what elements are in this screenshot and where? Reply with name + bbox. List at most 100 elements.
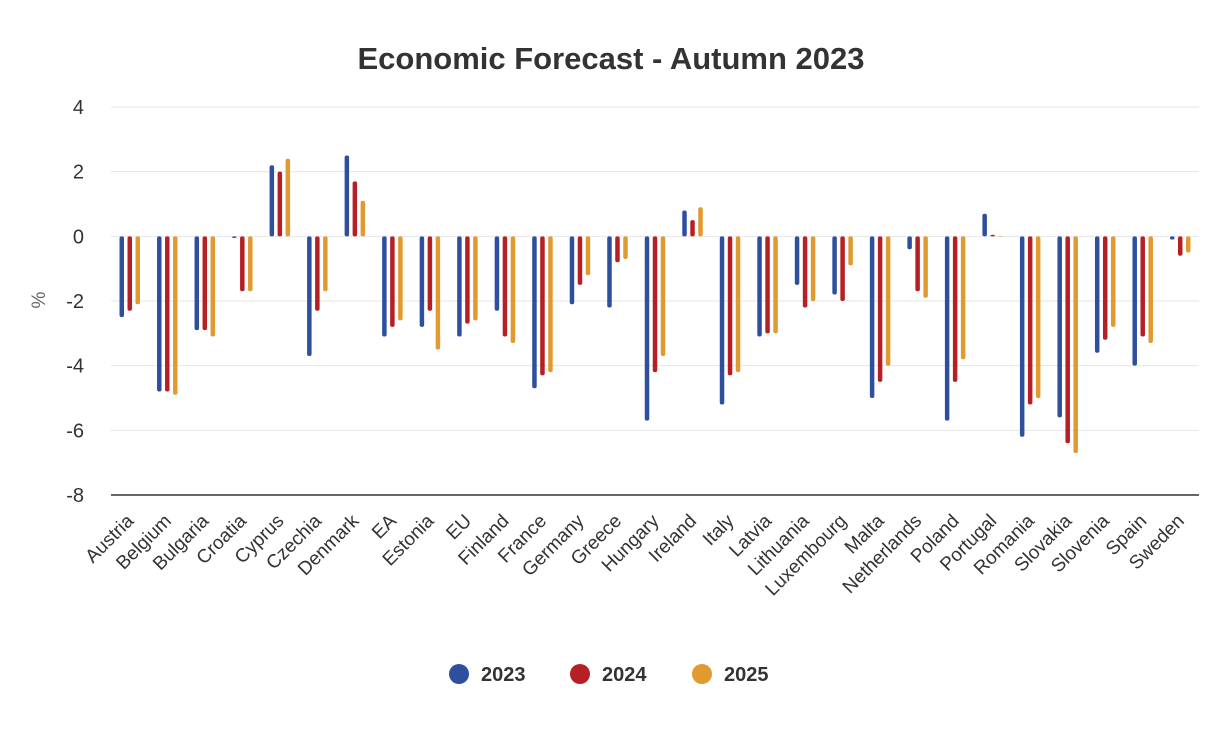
bar-czechia-2025[interactable] — [323, 236, 328, 292]
bar-romania-2024[interactable] — [1027, 236, 1033, 405]
bar-hungary-2023[interactable] — [644, 236, 650, 421]
bar-eu-2023[interactable] — [457, 236, 462, 337]
bar-malta-2024[interactable] — [877, 236, 883, 382]
bar-cyprus-2024[interactable] — [277, 171, 283, 237]
bar-sweden-2023[interactable] — [1169, 236, 1175, 240]
bar-belgium-2024[interactable] — [165, 236, 170, 392]
bar-hungary-2025[interactable] — [660, 236, 666, 356]
bar-denmark-2024[interactable] — [352, 181, 358, 237]
bar-austria-2025[interactable] — [135, 236, 141, 305]
bar-netherlands-2025[interactable] — [923, 236, 928, 298]
y-tick-label: -2 — [66, 291, 84, 313]
bar-ea-2023[interactable] — [382, 236, 387, 337]
bar-germany-2023[interactable] — [569, 236, 575, 305]
bar-croatia-2025[interactable] — [248, 236, 253, 292]
bar-ea-2025[interactable] — [398, 236, 403, 321]
bar-romania-2025[interactable] — [1035, 236, 1041, 398]
bar-netherlands-2023[interactable] — [907, 236, 912, 250]
bar-latvia-2023[interactable] — [757, 236, 762, 337]
legend-marker — [692, 664, 712, 684]
bar-belgium-2023[interactable] — [157, 236, 162, 392]
bar-spain-2025[interactable] — [1148, 236, 1153, 344]
bar-poland-2023[interactable] — [944, 236, 950, 421]
bar-slovenia-2024[interactable] — [1102, 236, 1108, 340]
bar-luxembourg-2024[interactable] — [840, 236, 845, 301]
bar-netherlands-2024[interactable] — [915, 236, 920, 292]
bar-eu-2024[interactable] — [465, 236, 470, 324]
bar-estonia-2025[interactable] — [435, 236, 441, 350]
bar-lithuania-2025[interactable] — [810, 236, 816, 301]
legend: 2023 2024 2025 — [449, 664, 769, 686]
bar-finland-2024[interactable] — [502, 236, 508, 337]
bar-czechia-2024[interactable] — [315, 236, 320, 311]
bar-italy-2024[interactable] — [727, 236, 733, 376]
bar-germany-2025[interactable] — [585, 236, 591, 276]
bar-poland-2024[interactable] — [952, 236, 958, 382]
bar-slovakia-2024[interactable] — [1065, 236, 1070, 444]
bar-ireland-2025[interactable] — [698, 207, 703, 237]
y-tick-label: 0 — [73, 226, 84, 248]
bar-latvia-2024[interactable] — [765, 236, 770, 334]
legend-item-2023[interactable]: 2023 — [449, 664, 526, 686]
bar-greece-2023[interactable] — [607, 236, 612, 308]
bar-belgium-2025[interactable] — [173, 236, 178, 395]
bar-germany-2024[interactable] — [577, 236, 583, 285]
bar-bulgaria-2023[interactable] — [194, 236, 200, 331]
bar-austria-2023[interactable] — [119, 236, 125, 318]
y-tick-label: -6 — [66, 420, 84, 442]
bar-greece-2024[interactable] — [615, 236, 620, 263]
bar-croatia-2024[interactable] — [240, 236, 245, 292]
bar-czechia-2023[interactable] — [307, 236, 312, 356]
bar-portugal-2023[interactable] — [982, 213, 987, 237]
legend-item-2024[interactable]: 2024 — [570, 664, 647, 686]
bar-romania-2023[interactable] — [1019, 236, 1025, 437]
bar-malta-2023[interactable] — [869, 236, 875, 398]
bar-slovakia-2025[interactable] — [1073, 236, 1078, 453]
bar-denmark-2025[interactable] — [360, 200, 366, 237]
bar-sweden-2025[interactable] — [1185, 236, 1191, 253]
bar-spain-2024[interactable] — [1140, 236, 1145, 337]
bar-france-2024[interactable] — [540, 236, 545, 376]
legend-item-2025[interactable]: 2025 — [692, 664, 769, 686]
bar-ireland-2023[interactable] — [682, 210, 687, 237]
bar-lithuania-2023[interactable] — [794, 236, 800, 285]
bar-portugal-2025[interactable] — [998, 236, 1003, 237]
bar-finland-2023[interactable] — [494, 236, 500, 311]
bar-portugal-2024[interactable] — [990, 234, 995, 237]
bar-malta-2025[interactable] — [885, 236, 891, 366]
legend-marker — [449, 664, 469, 684]
bar-luxembourg-2025[interactable] — [848, 236, 853, 266]
bar-austria-2024[interactable] — [127, 236, 133, 311]
bar-poland-2025[interactable] — [960, 236, 966, 360]
bar-sweden-2024[interactable] — [1177, 236, 1183, 256]
bar-france-2023[interactable] — [532, 236, 537, 389]
bar-estonia-2023[interactable] — [419, 236, 425, 327]
bar-estonia-2024[interactable] — [427, 236, 433, 311]
bar-croatia-2023[interactable] — [232, 236, 237, 238]
bar-slovenia-2023[interactable] — [1094, 236, 1100, 353]
bar-finland-2025[interactable] — [510, 236, 516, 344]
bar-ea-2024[interactable] — [390, 236, 395, 327]
bar-greece-2025[interactable] — [623, 236, 628, 259]
bar-bulgaria-2025[interactable] — [210, 236, 216, 337]
bar-slovakia-2023[interactable] — [1057, 236, 1062, 418]
bar-bulgaria-2024[interactable] — [202, 236, 208, 331]
bar-france-2025[interactable] — [548, 236, 553, 373]
bar-eu-2025[interactable] — [473, 236, 478, 321]
bar-cyprus-2025[interactable] — [285, 158, 291, 237]
bar-cyprus-2023[interactable] — [269, 165, 275, 237]
bar-luxembourg-2023[interactable] — [832, 236, 837, 295]
legend-label: 2024 — [602, 664, 647, 686]
bar-lithuania-2024[interactable] — [802, 236, 808, 308]
bar-spain-2023[interactable] — [1132, 236, 1137, 366]
bar-italy-2023[interactable] — [719, 236, 725, 405]
bar-denmark-2023[interactable] — [344, 155, 350, 237]
bar-italy-2025[interactable] — [735, 236, 741, 373]
bar-ireland-2024[interactable] — [690, 220, 695, 237]
bar-slovenia-2025[interactable] — [1110, 236, 1116, 327]
bar-layer — [119, 155, 1191, 453]
bar-hungary-2024[interactable] — [652, 236, 658, 373]
bar-latvia-2025[interactable] — [773, 236, 778, 334]
